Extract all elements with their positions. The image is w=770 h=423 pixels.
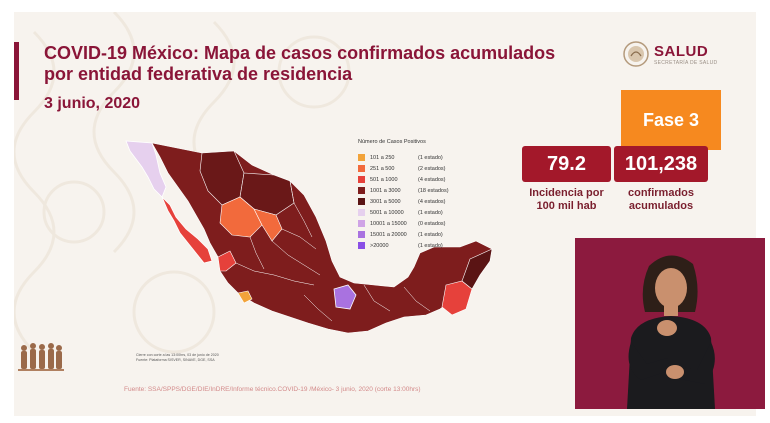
page-title: COVID-19 México: Mapa de casos confirmad…	[44, 43, 584, 85]
map-legend: Número de Casos Positivos 101 a 250 (1 es…	[358, 139, 468, 251]
legend-swatch	[358, 165, 365, 172]
incidence-value: 79.2	[522, 146, 611, 182]
footnote-line-1: Cierre con corte a las 13:00hrs, 03 de j…	[136, 353, 219, 357]
state-nayarit	[217, 250, 237, 272]
legend-range: 501 a 1000	[370, 176, 398, 183]
confirmed-value: 101,238	[614, 146, 708, 182]
legend-count: (18 estados)	[418, 187, 449, 194]
mexico-map	[125, 140, 493, 334]
title-line-1: COVID-19 México: Mapa de casos confirmad…	[44, 43, 556, 63]
salud-logo: SALUD SECRETARÍA DE SALUD	[622, 34, 722, 74]
interpreter-figure	[575, 238, 765, 409]
confirmed-label-line-2: acumulados	[628, 200, 694, 212]
legend-range: >20000	[370, 242, 389, 249]
legend-count: (0 estados)	[418, 220, 446, 227]
legend-range: 5001 a 10000	[370, 209, 404, 216]
incidence-label-line-1: Incidencia por	[529, 187, 604, 199]
legend-item: 501 a 1000 (4 estados)	[358, 174, 468, 185]
legend-item: 5001 a 10000 (1 estado)	[358, 207, 468, 218]
confirmed-label: confirmados acumulados	[612, 187, 710, 213]
legend-count: (1 estado)	[418, 154, 443, 161]
legend-swatch	[358, 198, 365, 205]
legend-swatch	[358, 154, 365, 161]
state-cdmx	[333, 284, 357, 310]
state-colima	[237, 290, 253, 304]
historical-figures-illustration	[18, 343, 64, 371]
incidence-label: Incidencia por 100 mil hab	[518, 187, 615, 213]
legend-item: >20000 (1 estado)	[358, 240, 468, 251]
confirmed-label-line-1: confirmados	[627, 187, 694, 199]
legend-count: (2 estados)	[418, 165, 446, 172]
legend-swatch	[358, 220, 365, 227]
legend-count: (4 estados)	[418, 176, 446, 183]
legend-count: (1 estado)	[418, 231, 443, 238]
state-durango	[219, 196, 263, 238]
state-borders	[235, 180, 431, 322]
legend-item: 3001 a 5000 (4 estados)	[358, 196, 468, 207]
legend-swatch	[358, 242, 365, 249]
legend-swatch	[358, 209, 365, 216]
state-zacatecas	[253, 208, 283, 242]
legend-item: 15001 a 20000 (1 estado)	[358, 229, 468, 240]
legend-range: 251 a 500	[370, 165, 395, 172]
background-pattern	[14, 12, 351, 354]
state-baja-california	[125, 140, 167, 198]
legend-count: (1 estado)	[418, 209, 443, 216]
state-quintana-roo	[461, 248, 493, 290]
state-campeche	[441, 280, 473, 316]
incidence-label-line-2: 100 mil hab	[536, 200, 597, 212]
footnote-line-2: Fuente: Plataforma SISVER, SINAVE, DGE, …	[136, 358, 215, 362]
title-line-2: por entidad federativa de residencia	[44, 64, 353, 84]
logo-subtext: SECRETARÍA DE SALUD	[654, 59, 718, 66]
legend-range: 1001 a 3000	[370, 187, 401, 194]
legend-range: 10001 a 15000	[370, 220, 407, 227]
title-accent-bar	[14, 42, 19, 100]
legend-item: 10001 a 15000 (0 estados)	[358, 218, 468, 229]
sign-language-interpreter-video	[575, 238, 765, 409]
report-date: 3 junio, 2020	[44, 95, 141, 112]
logo-text: SALUD	[654, 42, 709, 60]
slide: COVID-19 México: Mapa de casos confirmad…	[14, 12, 756, 416]
legend-swatch	[358, 231, 365, 238]
legend-count: (1 estado)	[418, 242, 443, 249]
source-citation: Fuente: SSA/SPPS/DGE/DIE/InDRE/Informe t…	[124, 386, 421, 393]
legend-swatch	[358, 187, 365, 194]
legend-item: 101 a 250 (1 estado)	[358, 152, 468, 163]
legend-swatch	[358, 176, 365, 183]
seal-icon	[623, 41, 649, 67]
legend-item: 1001 a 3000 (18 estados)	[358, 185, 468, 196]
legend-range: 3001 a 5000	[370, 198, 401, 205]
legend-title: Número de Casos Positivos	[358, 139, 426, 145]
legend-item: 251 a 500 (2 estados)	[358, 163, 468, 174]
map-footnote: Cierre con corte a las 13:00hrs, 03 de j…	[136, 353, 219, 363]
state-baja-california-sur	[161, 196, 213, 264]
phase-badge: Fase 3	[621, 90, 721, 150]
legend-range: 15001 a 20000	[370, 231, 407, 238]
legend-count: (4 estados)	[418, 198, 446, 205]
legend-range: 101 a 250	[370, 154, 395, 161]
